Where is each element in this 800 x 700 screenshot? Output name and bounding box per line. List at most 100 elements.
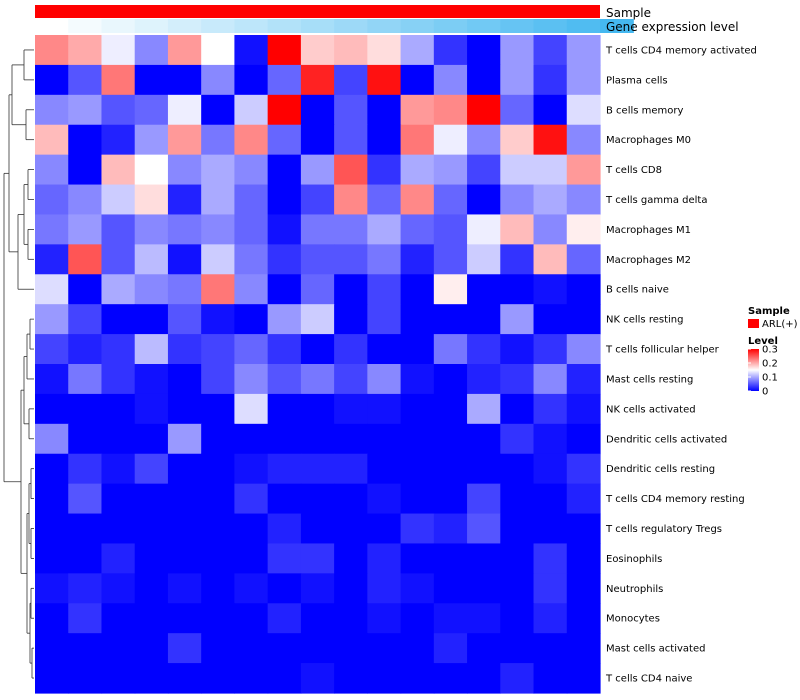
heatmap-cell xyxy=(334,154,368,186)
heatmap-cell xyxy=(167,603,202,634)
heatmap-cell xyxy=(334,94,368,126)
heatmap-cell xyxy=(35,124,69,156)
sample-annotation-bar xyxy=(35,5,600,18)
heatmap-cell xyxy=(367,364,402,395)
heatmap-cell xyxy=(433,304,468,335)
heatmap-cell xyxy=(500,603,535,634)
heatmap-cell xyxy=(533,124,568,156)
heatmap-cell xyxy=(367,633,402,664)
heatmap-cell xyxy=(467,94,501,126)
heatmap-cell xyxy=(300,483,335,515)
heatmap-cell xyxy=(68,633,103,664)
heatmap-cell xyxy=(234,603,269,634)
heatmap-cell xyxy=(101,633,136,664)
heatmap-cell xyxy=(433,423,468,455)
heatmap-cell xyxy=(533,393,568,425)
row-label: Neutrophils xyxy=(606,584,663,595)
heatmap-cell xyxy=(234,573,269,604)
heatmap-cell xyxy=(68,64,103,96)
heatmap-cell xyxy=(367,184,402,216)
heatmap-cell xyxy=(35,543,69,574)
heatmap-cell xyxy=(566,423,601,455)
heatmap-cell xyxy=(201,214,236,245)
heatmap-cell xyxy=(101,214,136,245)
heatmap-cell xyxy=(433,124,468,156)
heatmap-cell xyxy=(167,543,202,574)
row-label: T cells CD4 memory resting xyxy=(605,494,745,505)
row-label: Dendritic cells resting xyxy=(606,464,715,475)
heatmap-cell xyxy=(400,124,435,156)
row-label: Mast cells resting xyxy=(606,374,693,385)
heatmap-cell xyxy=(68,663,103,694)
heatmap-cell xyxy=(500,244,535,275)
heatmap-cell xyxy=(300,214,335,245)
heatmap-cell xyxy=(134,274,169,305)
heatmap-cell xyxy=(267,364,302,395)
heatmap-cell xyxy=(101,244,136,275)
heatmap-cell xyxy=(234,423,269,455)
heatmap-cell xyxy=(134,94,169,126)
heatmap-cell xyxy=(267,244,302,275)
heatmap-cell xyxy=(201,124,236,156)
heatmap-cell xyxy=(234,633,269,664)
gene-expression-cell xyxy=(566,19,601,33)
heatmap-cell xyxy=(68,184,103,216)
heatmap-cell xyxy=(300,94,335,126)
heatmap-cell xyxy=(167,94,202,126)
heatmap-cell xyxy=(500,184,535,216)
heatmap-cell xyxy=(167,184,202,216)
heatmap-cell xyxy=(300,304,335,335)
heatmap-cell xyxy=(134,35,169,66)
heatmap-cell xyxy=(400,244,435,275)
heatmap-cell xyxy=(533,513,568,545)
heatmap-cell xyxy=(566,573,601,604)
row-label: NK cells resting xyxy=(606,315,683,326)
heatmap-cell xyxy=(367,603,402,634)
heatmap-cell xyxy=(234,513,269,545)
heatmap-cell xyxy=(35,274,69,305)
row-label: T cells CD4 naive xyxy=(605,674,692,685)
gene-expression-cell xyxy=(68,19,103,33)
heatmap-cell xyxy=(334,244,368,275)
heatmap-cell xyxy=(300,35,335,66)
heatmap-cell xyxy=(334,64,368,96)
heatmap-cell xyxy=(334,423,368,455)
heatmap-cell xyxy=(35,184,69,216)
heatmap-cell xyxy=(334,393,368,425)
row-dendrogram xyxy=(3,49,34,679)
heatmap-cell xyxy=(201,453,236,485)
heatmap-cell xyxy=(134,543,169,574)
heatmap-cell xyxy=(35,35,69,66)
heatmap-cell xyxy=(68,513,103,545)
heatmap-cell xyxy=(400,214,435,245)
heatmap-cell xyxy=(533,214,568,245)
heatmap-cell xyxy=(101,513,136,545)
heatmap-cell xyxy=(35,513,69,545)
heatmap-cell xyxy=(234,543,269,574)
gene-expression-cell xyxy=(400,19,435,33)
heatmap-cell xyxy=(500,453,535,485)
heatmap-cell xyxy=(334,35,368,66)
heatmap-cell xyxy=(68,483,103,515)
gene-expression-cell xyxy=(35,19,69,33)
row-label: Macrophages M1 xyxy=(606,225,691,236)
heatmap-cell xyxy=(201,35,236,66)
heatmap-cell xyxy=(267,154,302,186)
gene-expression-cell xyxy=(134,19,169,33)
heatmap-cell xyxy=(467,603,501,634)
heatmap-cell xyxy=(68,244,103,275)
sample-annotation-label: Sample xyxy=(606,6,651,20)
row-label: Plasma cells xyxy=(606,75,668,86)
heatmap-cell xyxy=(533,274,568,305)
heatmap-cell xyxy=(101,35,136,66)
heatmap-cell xyxy=(433,453,468,485)
heatmap-cell xyxy=(367,304,402,335)
heatmap-cell xyxy=(234,94,269,126)
heatmap-cell xyxy=(400,334,435,365)
heatmap-cell xyxy=(201,304,236,335)
heatmap-cell xyxy=(68,154,103,186)
row-label: T cells CD4 memory activated xyxy=(605,45,757,56)
heatmap-cell xyxy=(533,364,568,395)
heatmap-cell xyxy=(201,393,236,425)
heatmap-cell xyxy=(300,423,335,455)
